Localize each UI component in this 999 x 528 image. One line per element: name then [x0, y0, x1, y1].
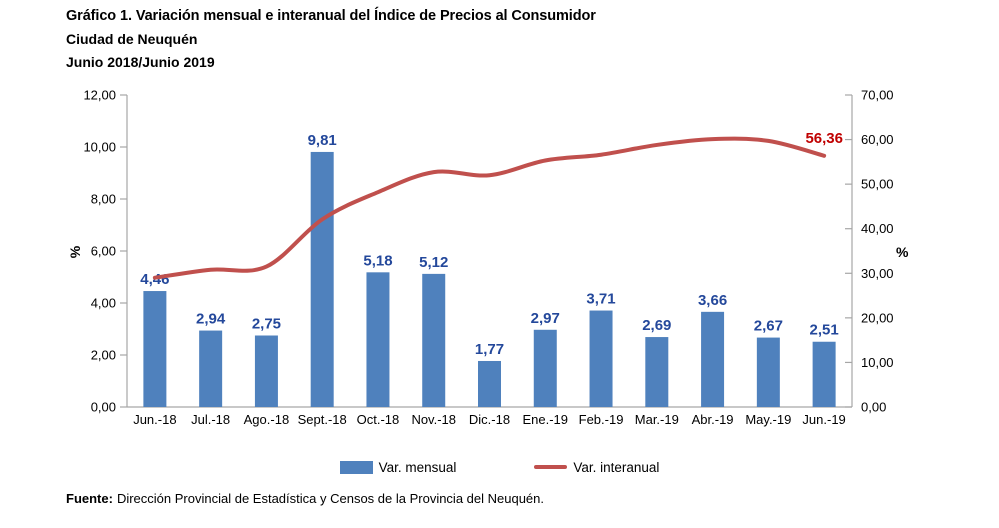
- x-axis-category-label: May.-19: [745, 412, 791, 427]
- legend-label-var-mensual: Var. mensual: [378, 459, 457, 475]
- bar-data-label: 2,97: [531, 310, 560, 327]
- bar-series-swatch-icon: [339, 460, 373, 474]
- chart-period: Junio 2018/Junio 2019: [66, 54, 215, 70]
- bar-data-label: 2,67: [754, 318, 783, 335]
- x-axis-category-label: Dic.-18: [469, 412, 510, 427]
- bar-var-mensual: [701, 311, 725, 407]
- line-var-interanual: [152, 136, 827, 280]
- y-axis-left-tick-label: 12,00: [83, 88, 116, 103]
- legend-item-var-interanual: Var. interanual: [534, 460, 659, 475]
- bar-var-mensual: [310, 151, 334, 407]
- y-axis-right-tick-label: 50,00: [861, 177, 894, 192]
- bar-var-mensual: [533, 329, 557, 407]
- y-axis-left-title: %: [67, 245, 83, 258]
- y-axis-left-tick-label: 6,00: [91, 244, 116, 259]
- x-axis-category-label: Sept.-18: [298, 412, 347, 427]
- x-axis-category-label: Ago.-18: [244, 412, 290, 427]
- x-axis-category-label: Abr.-19: [692, 412, 734, 427]
- x-axis-category-label: Jun.-19: [802, 412, 845, 427]
- bar-data-label: 3,66: [698, 292, 727, 309]
- bar-data-label: 2,94: [196, 311, 226, 328]
- bar-data-label: 2,69: [642, 317, 671, 334]
- bar-data-label: 5,12: [419, 254, 448, 271]
- chart-title: Gráfico 1. Variación mensual e interanua…: [66, 8, 596, 24]
- bar-var-mensual: [143, 291, 167, 407]
- bar-var-mensual: [812, 341, 836, 407]
- bar-var-mensual: [645, 337, 669, 407]
- x-axis-category-label: Feb.-19: [579, 412, 624, 427]
- source-note: Fuente: Dirección Provincial de Estadísti…: [66, 491, 544, 506]
- y-axis-right-tick-label: 70,00: [861, 88, 894, 103]
- bar-data-label: 2,51: [810, 322, 839, 339]
- legend-item-var-mensual: Var. mensual: [339, 459, 457, 475]
- bar-data-label: 5,18: [363, 252, 392, 269]
- x-axis-category-label: Jun.-18: [133, 412, 176, 427]
- bar-var-mensual: [422, 273, 446, 407]
- chart-legend: Var. mensual Var. interanual: [0, 456, 999, 478]
- y-axis-right-tick-label: 30,00: [861, 266, 894, 281]
- x-axis-category-label: Nov.-18: [411, 412, 456, 427]
- legend-label-var-interanual: Var. interanual: [573, 459, 660, 475]
- x-axis-category-label: Mar.-19: [635, 412, 679, 427]
- x-axis-category-label: Oct.-18: [357, 412, 400, 427]
- source-label: Fuente:: [66, 491, 113, 506]
- y-axis-right-title: %: [896, 244, 909, 260]
- line-end-value-label: 56,36: [805, 130, 843, 147]
- chart-subtitle: Ciudad de Neuquén: [66, 31, 198, 47]
- y-axis-left-tick-label: 4,00: [91, 296, 116, 311]
- bar-data-label: 9,81: [308, 132, 337, 149]
- y-axis-left-tick-label: 0,00: [91, 400, 116, 415]
- bar-var-mensual: [478, 360, 501, 407]
- bar-var-mensual: [199, 330, 223, 407]
- bar-data-label: 3,71: [586, 291, 615, 308]
- bar-data-label: 1,77: [475, 341, 504, 358]
- chart-header: Gráfico 1. Variación mensual e interanua…: [66, 8, 596, 70]
- bar-var-mensual: [254, 335, 278, 407]
- source-text: Dirección Provincial de Estadística y Ce…: [116, 491, 545, 506]
- line-series-swatch-icon: [534, 465, 568, 469]
- x-axis-category-label: Ene.-19: [522, 412, 568, 427]
- x-axis-category-label: Jul.-18: [191, 412, 230, 427]
- y-axis-left-tick-label: 2,00: [91, 348, 116, 363]
- y-axis-right-tick-label: 20,00: [861, 310, 894, 325]
- bar-var-mensual: [589, 310, 613, 407]
- y-axis-right-tick-label: 0,00: [861, 400, 886, 415]
- bar-data-label: 2,75: [252, 316, 281, 333]
- bar-var-mensual: [366, 272, 390, 407]
- y-axis-left-tick-label: 8,00: [91, 192, 116, 207]
- y-axis-right-tick-label: 10,00: [861, 355, 894, 370]
- y-axis-right-tick-label: 40,00: [861, 221, 894, 236]
- y-axis-left-tick-label: 10,00: [83, 140, 116, 155]
- y-axis-right-tick-label: 60,00: [861, 132, 894, 147]
- bar-var-mensual: [756, 337, 780, 407]
